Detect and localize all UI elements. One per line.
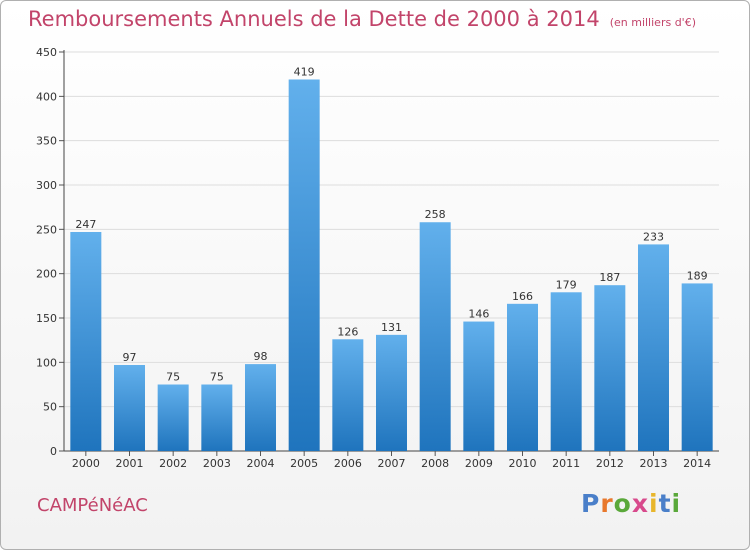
bar-value-label: 179 [556,278,577,291]
bar-value-label: 258 [425,208,446,221]
bar-value-label: 233 [643,230,664,243]
y-tick-label: 300 [36,179,57,192]
bar[interactable] [114,364,145,451]
chart-unit-note: (en milliers d'€) [609,16,696,29]
bars [70,79,713,452]
y-tick-label: 400 [36,90,57,103]
x-tick-label: 2010 [509,457,537,470]
bar[interactable] [245,364,276,451]
bar[interactable] [332,339,364,451]
logo-letter: i [649,489,659,518]
bar[interactable] [376,334,407,451]
bar[interactable] [201,384,233,452]
x-tick-label: 2009 [465,457,493,470]
x-tick-label: 2002 [159,457,187,470]
y-tick-label: 450 [36,46,57,59]
bar-value-label: 131 [381,321,402,334]
bar-value-labels: 247 97 75 75 98 419 126 131 258 146 166 179 187 233 18… [75,65,707,383]
x-tick-label: 2012 [596,457,624,470]
y-tick-label: 50 [43,401,57,414]
logo-letter: o [613,489,632,518]
bar-value-label: 187 [599,271,620,284]
bar[interactable] [157,384,189,452]
x-tick-label: 2008 [421,457,449,470]
y-tick-label: 350 [36,135,57,148]
x-tick-label: 2014 [683,457,711,470]
x-tick-label: 2005 [290,457,318,470]
logo-letter: r [600,489,614,518]
bar-value-label: 166 [512,290,533,303]
x-tick-label: 2003 [203,457,231,470]
bar-value-label: 98 [254,350,268,363]
y-tick-label: 150 [36,312,57,325]
x-tick-label: 2007 [378,457,406,470]
bar[interactable] [594,285,626,451]
logo-letter: P [581,489,601,518]
proxiti-logo[interactable]: Proxiti [581,489,681,518]
bar[interactable] [288,79,320,451]
city-name: CAMPéNéAC [37,495,148,516]
chart-title-text: Remboursements Annuels de la Dette de 20… [28,7,600,31]
bar-value-label: 75 [166,371,180,384]
bar-value-label: 97 [123,351,137,364]
logo-letter: i [671,489,682,518]
logo-letter: x [631,489,649,518]
bar[interactable] [70,231,102,451]
tick-labels: 0 50 100 150 200 250 300 350 400 450 2000 2001 2002 2… [36,46,711,470]
chart-title: Remboursements Annuels de la Dette de 20… [28,7,696,31]
bar[interactable] [463,321,495,451]
x-tick-label: 2000 [72,457,100,470]
bar-value-label: 126 [337,325,358,338]
bar[interactable] [507,303,538,451]
x-tick-label: 2004 [247,457,275,470]
bar-value-label: 75 [210,371,224,384]
bar-value-label: 189 [687,269,708,282]
y-tick-label: 200 [36,268,57,281]
x-tick-label: 2001 [116,457,144,470]
y-tick-label: 0 [50,445,57,458]
x-tick-label: 2013 [640,457,668,470]
bar-value-label: 419 [294,65,315,78]
bar-value-label: 146 [468,308,489,321]
bar-value-label: 247 [75,218,96,231]
bar[interactable] [681,283,713,451]
bar[interactable] [419,222,451,451]
y-tick-label: 250 [36,223,57,236]
bar[interactable] [550,292,582,451]
y-tick-label: 100 [36,356,57,369]
bar[interactable] [638,244,669,451]
x-tick-label: 2006 [334,457,362,470]
x-tick-label: 2011 [552,457,580,470]
logo-letter: t [658,489,672,518]
